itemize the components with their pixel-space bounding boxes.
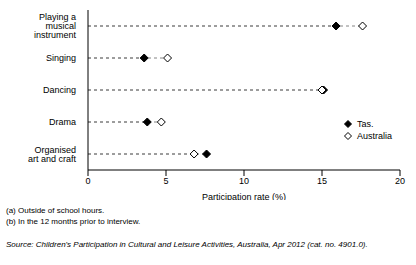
html-text:Tas.: Tas. <box>357 119 374 129</box>
svg-text:Participation rate (%): Participation rate (%) <box>202 192 286 200</box>
html-text:Source: Children's Participati: Source: Children's Participation in Cult… <box>6 240 368 249</box>
html-text:Australia: Australia <box>357 131 392 141</box>
svg-text:5: 5 <box>163 176 168 186</box>
html-text:(a) Outside of school hours.: (a) Outside of school hours. <box>6 206 105 215</box>
html-text:(b) In the 12 months prior to: (b) In the 12 months prior to interview. <box>6 217 141 226</box>
svg-text:Organisedart and craft: Organisedart and craft <box>28 145 77 164</box>
svg-text:Drama: Drama <box>49 117 76 127</box>
svg-text:Singing: Singing <box>46 53 76 63</box>
svg-text:20: 20 <box>395 176 405 186</box>
svg-text:15: 15 <box>317 176 327 186</box>
svg-text:0: 0 <box>85 176 90 186</box>
svg-text:10: 10 <box>239 176 249 186</box>
svg-text:Playing amusicalinstrument: Playing amusicalinstrument <box>34 12 77 40</box>
svg-text:Dancing: Dancing <box>43 85 76 95</box>
